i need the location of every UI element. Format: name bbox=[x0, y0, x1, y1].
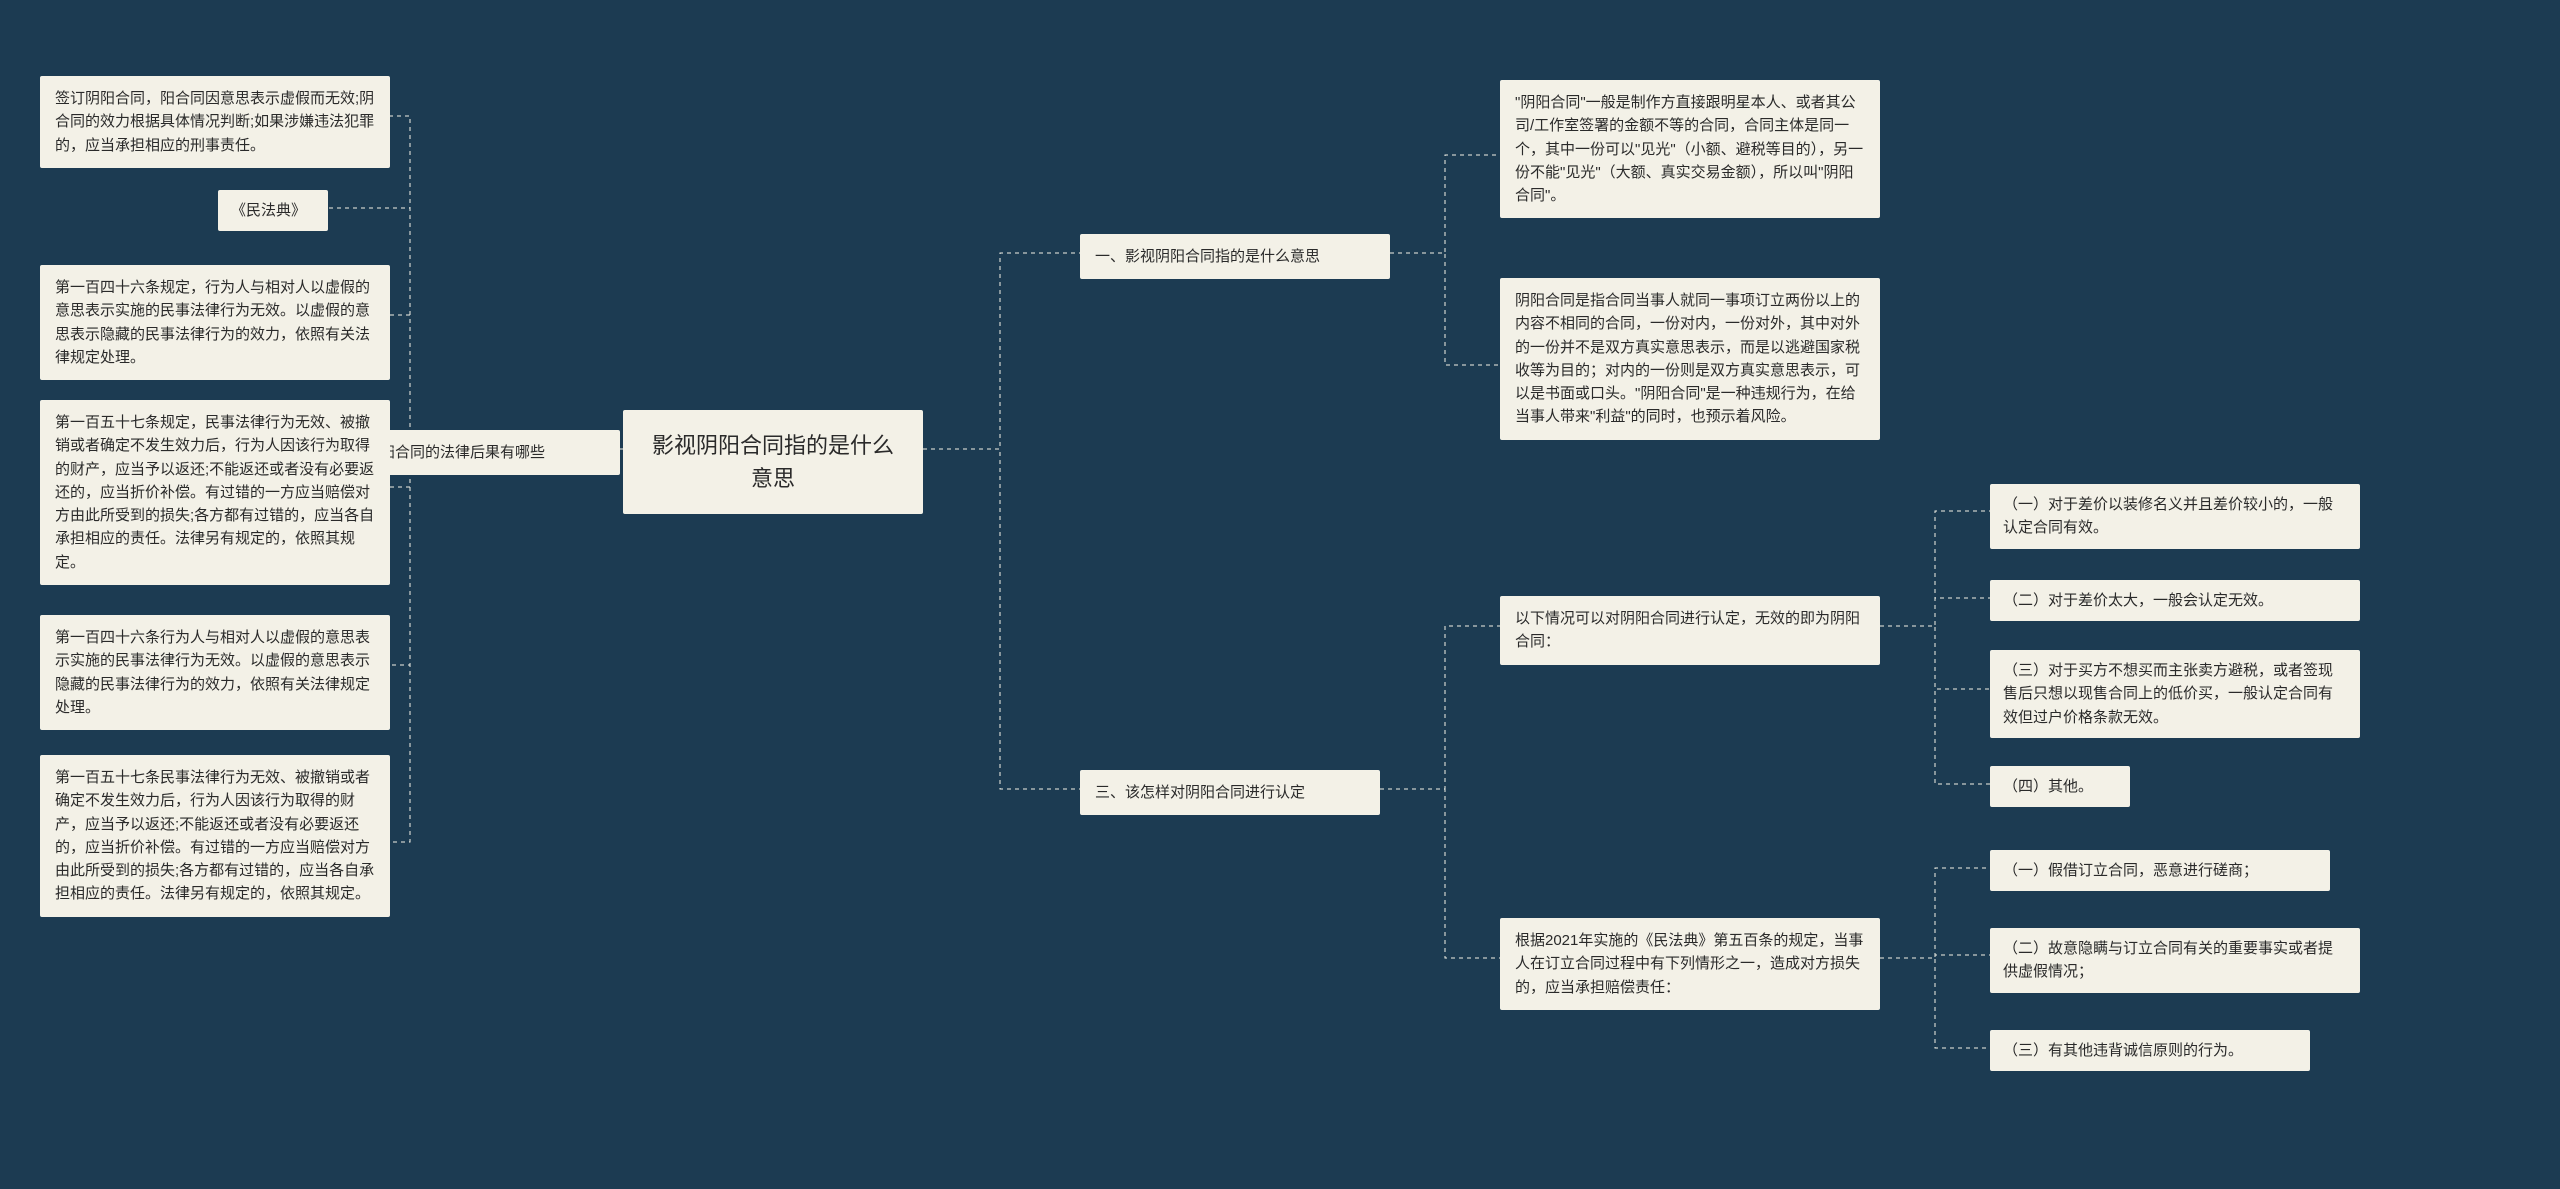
branch-r2: 三、该怎样对阴阳合同进行认定 bbox=[1080, 770, 1380, 815]
node-r2a: 以下情况可以对阴阳合同进行认定，无效的即为阴阳合同： bbox=[1500, 596, 1880, 665]
node-r2b: 根据2021年实施的《民法典》第五百条的规定，当事人在订立合同过程中有下列情形之… bbox=[1500, 918, 1880, 1010]
node-l1b: 《民法典》 bbox=[218, 190, 328, 231]
root-node: 影视阴阳合同指的是什么意思 bbox=[623, 410, 923, 514]
node-l1c: 第一百四十六条规定，行为人与相对人以虚假的意思表示实施的民事法律行为无效。以虚假… bbox=[40, 265, 390, 380]
node-r2a4: （四）其他。 bbox=[1990, 766, 2130, 807]
node-r1a-text: "阴阳合同"一般是制作方直接跟明星本人、或者其公司/工作室签署的金额不等的合同，… bbox=[1515, 94, 1863, 204]
node-r2a1-text: （一）对于差价以装修名义并且差价较小的，一般认定合同有效。 bbox=[2003, 496, 2333, 536]
node-l1a: 签订阴阳合同，阳合同因意思表示虚假而无效;阴合同的效力根据具体情况判断;如果涉嫌… bbox=[40, 76, 390, 168]
root-text: 影视阴阳合同指的是什么意思 bbox=[652, 433, 894, 491]
node-l1e-text: 第一百四十六条行为人与相对人以虚假的意思表示实施的民事法律行为无效。以虚假的意思… bbox=[55, 629, 370, 716]
node-r2b3-text: （三）有其他违背诚信原则的行为。 bbox=[2003, 1042, 2243, 1059]
node-r2b1: （一）假借订立合同，恶意进行磋商； bbox=[1990, 850, 2330, 891]
node-r2a2-text: （二）对于差价太大，一般会认定无效。 bbox=[2003, 592, 2273, 609]
node-l1b-text: 《民法典》 bbox=[231, 202, 306, 219]
node-r2b2-text: （二）故意隐瞒与订立合同有关的重要事实或者提供虚假情况； bbox=[2003, 940, 2333, 980]
branch-r1-label: 一、影视阴阳合同指的是什么意思 bbox=[1095, 248, 1320, 265]
branch-r2-label: 三、该怎样对阴阳合同进行认定 bbox=[1095, 784, 1305, 801]
node-l1e: 第一百四十六条行为人与相对人以虚假的意思表示实施的民事法律行为无效。以虚假的意思… bbox=[40, 615, 390, 730]
node-r1b: 阴阳合同是指合同当事人就同一事项订立两份以上的内容不相同的合同，一份对内，一份对… bbox=[1500, 278, 1880, 440]
node-r2a2: （二）对于差价太大，一般会认定无效。 bbox=[1990, 580, 2360, 621]
node-l1d: 第一百五十七条规定，民事法律行为无效、被撤销或者确定不发生效力后，行为人因该行为… bbox=[40, 400, 390, 585]
node-r2a3-text: （三）对于买方不想买而主张卖方避税，或者签现售后只想以现售合同上的低价买，一般认… bbox=[2003, 662, 2333, 726]
node-r2a-text: 以下情况可以对阴阳合同进行认定，无效的即为阴阳合同： bbox=[1515, 610, 1860, 650]
node-r2a1: （一）对于差价以装修名义并且差价较小的，一般认定合同有效。 bbox=[1990, 484, 2360, 549]
node-l1c-text: 第一百四十六条规定，行为人与相对人以虚假的意思表示实施的民事法律行为无效。以虚假… bbox=[55, 279, 370, 366]
node-r1b-text: 阴阳合同是指合同当事人就同一事项订立两份以上的内容不相同的合同，一份对内，一份对… bbox=[1515, 292, 1860, 425]
node-r2b1-text: （一）假借订立合同，恶意进行磋商； bbox=[2003, 862, 2258, 879]
node-r2b3: （三）有其他违背诚信原则的行为。 bbox=[1990, 1030, 2310, 1071]
node-r2b2: （二）故意隐瞒与订立合同有关的重要事实或者提供虚假情况； bbox=[1990, 928, 2360, 993]
node-r1a: "阴阳合同"一般是制作方直接跟明星本人、或者其公司/工作室签署的金额不等的合同，… bbox=[1500, 80, 1880, 218]
node-r2a4-text: （四）其他。 bbox=[2003, 778, 2093, 795]
node-r2b-text: 根据2021年实施的《民法典》第五百条的规定，当事人在订立合同过程中有下列情形之… bbox=[1515, 932, 1863, 996]
node-r2a3: （三）对于买方不想买而主张卖方避税，或者签现售后只想以现售合同上的低价买，一般认… bbox=[1990, 650, 2360, 738]
node-l1f-text: 第一百五十七条民事法律行为无效、被撤销或者确定不发生效力后，行为人因该行为取得的… bbox=[55, 769, 374, 902]
node-l1d-text: 第一百五十七条规定，民事法律行为无效、被撤销或者确定不发生效力后，行为人因该行为… bbox=[55, 414, 374, 571]
node-l1a-text: 签订阴阳合同，阳合同因意思表示虚假而无效;阴合同的效力根据具体情况判断;如果涉嫌… bbox=[55, 90, 374, 154]
branch-r1: 一、影视阴阳合同指的是什么意思 bbox=[1080, 234, 1390, 279]
node-l1f: 第一百五十七条民事法律行为无效、被撤销或者确定不发生效力后，行为人因该行为取得的… bbox=[40, 755, 390, 917]
